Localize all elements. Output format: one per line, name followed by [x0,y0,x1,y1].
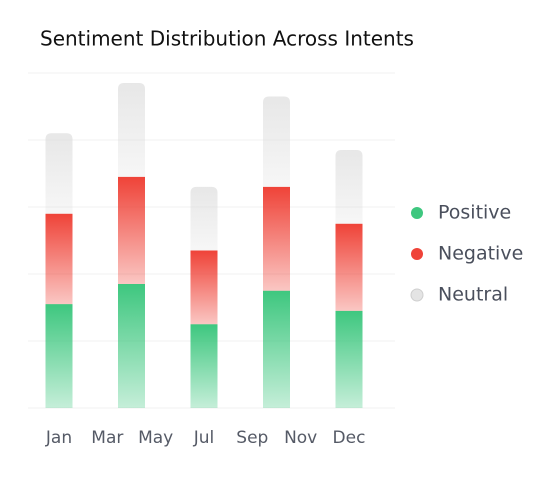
legend-label: Positive [438,202,511,224]
bar-segment [118,83,145,177]
x-tick-label: May [138,428,173,448]
bar-segment [335,223,363,311]
legend-marker [410,288,424,302]
chart-title: Sentiment Distribution Across Intents [40,27,414,51]
x-tick-label: Mar [91,428,123,448]
legend-label: Negative [438,243,523,265]
x-tick-label: Jul [193,428,215,448]
bar-segment [263,290,290,408]
bar-segment [190,186,218,251]
x-tick-label: Nov [284,428,317,448]
bar-segment [263,186,290,291]
bar-segment [45,304,73,408]
bar-segment [45,133,73,214]
legend-label: Neutral [438,284,508,306]
legend-marker [411,248,423,260]
bar-segment [118,176,145,285]
bar-segment [335,150,363,224]
legend-marker [411,207,423,219]
bar-segment [190,324,218,408]
bar-segment [118,284,145,408]
bar-segment [45,213,73,305]
x-tick-label: Sep [236,428,268,448]
bar-segment [335,310,363,408]
x-tick-label: Jan [45,428,72,448]
x-tick-label: Dec [333,428,366,448]
bar-segment [190,250,218,325]
bar-segment [263,96,290,187]
